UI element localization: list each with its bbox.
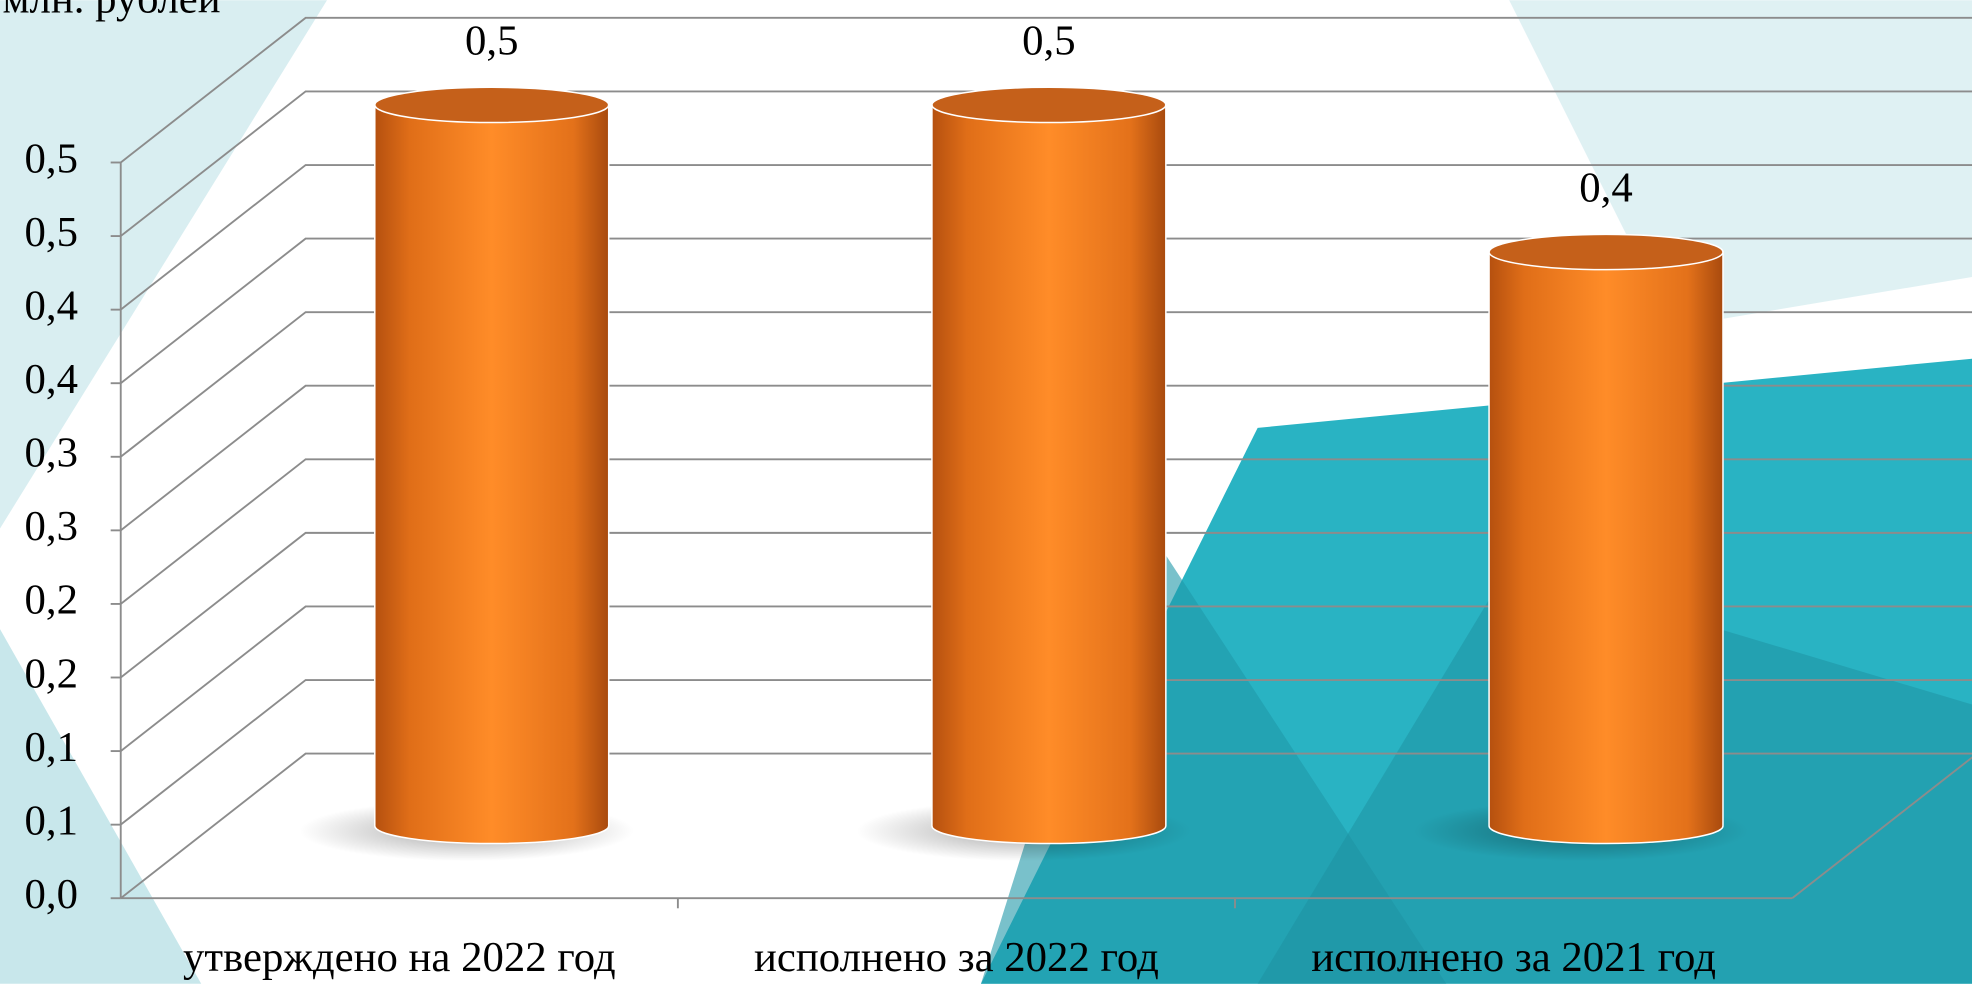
y-tick-label: 0,4 [25, 356, 78, 403]
cylinder-body [931, 104, 1167, 845]
cylinder-body [374, 104, 610, 845]
grid-line [120, 679, 1972, 826]
cylinder-top [1488, 233, 1724, 271]
x-tick-label: утверждено на 2022 год [183, 934, 616, 981]
y-tick-label: 0,3 [25, 503, 78, 550]
x-tick-label: исполнено за 2022 год [754, 934, 1159, 981]
grid-line [120, 237, 1972, 384]
cylinder [299, 86, 634, 862]
y-tick-label: 0,2 [25, 577, 78, 624]
grid-line [120, 311, 1972, 458]
grid-line [120, 531, 1972, 679]
y-tick-label: 0,5 [25, 135, 78, 182]
bg-shape [1509, 0, 1972, 328]
cylinder [1413, 233, 1749, 862]
grid-line [120, 90, 1972, 237]
y-tick-label: 0,5 [25, 209, 78, 256]
grid-line [120, 605, 1972, 752]
cylinder [856, 86, 1191, 862]
y-axis-title: млн. рублей [3, 0, 221, 23]
cylinder-top [931, 86, 1167, 124]
grid-line [120, 458, 1972, 605]
value-label: 0,5 [1022, 17, 1075, 64]
y-tick-label: 0,1 [25, 797, 78, 844]
grid-line [120, 752, 1972, 899]
y-tick-label: 0,2 [25, 650, 78, 697]
grid-line [120, 164, 1972, 311]
value-label: 0,4 [1579, 164, 1632, 211]
grid-line [120, 384, 1972, 532]
floor-line [1791, 756, 1972, 899]
value-label: 0,5 [465, 17, 518, 64]
bg-shape [0, 629, 202, 984]
grid-line [120, 16, 1972, 164]
cylinder-top [374, 86, 610, 124]
cylinder-body [1488, 251, 1724, 845]
plot: 0,0 0,1 0,1 0,2 0,2 0,3 0,3 0,4 0,4 0,5 0,5 утвержд… [25, 16, 1972, 981]
y-tick-label: 0,4 [25, 282, 78, 329]
y-tick-label: 0,0 [25, 871, 78, 918]
y-tick-label: 0,1 [25, 724, 78, 771]
y-tick-label: 0,3 [25, 430, 78, 477]
x-tick-label: исполнено за 2021 год [1311, 934, 1716, 981]
